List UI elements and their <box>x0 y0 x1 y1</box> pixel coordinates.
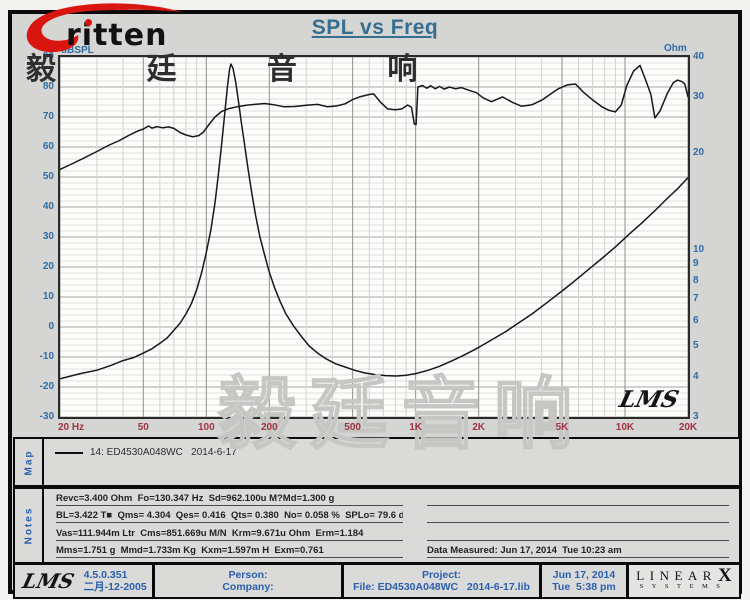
linearx-brand-text: LINEAR <box>636 567 717 583</box>
left-tick-label: -30 <box>39 411 54 422</box>
right-tick-label: 20 <box>693 147 705 159</box>
x-tick-label: 10K <box>615 422 635 433</box>
notes-line-3: Vas=111.944m Ltr Cms=851.669u M/N Krm=9.… <box>56 528 403 541</box>
left-tick-label: 0 <box>48 321 54 332</box>
x-tick-label: 20 Hz <box>58 422 85 433</box>
linearx-x-mark: X <box>717 564 732 586</box>
page-title: SPL vs Freq <box>311 16 439 39</box>
left-tick-label: 40 <box>42 201 54 212</box>
left-tick-label: -20 <box>39 381 54 392</box>
brand-chinese-text: 毅 廷 音 响 <box>26 52 458 87</box>
legend-item: 14: ED4530A048WC 2014-6-17 <box>55 447 237 458</box>
x-tick-label: 50 <box>137 422 149 433</box>
x-tick-label: 2K <box>472 422 486 433</box>
footer-person-cell: Person: Company: <box>155 565 344 597</box>
left-tick-label: 60 <box>42 141 54 152</box>
linearx-logo: LINEAR X SYSTEMS <box>629 565 739 597</box>
footer: LMS 4.5.0.351 二月-12-2005 Person: Company… <box>13 563 741 599</box>
right-tick-label: 40 <box>693 51 705 62</box>
notes-line-4: Mms=1.751 g Mmd=1.733m Kg Kxm=1.597m H E… <box>56 545 403 558</box>
left-axis-unit-label: dBSPL <box>61 45 94 56</box>
eritten-swoosh-icon <box>26 3 183 53</box>
logo-i-dot-icon <box>85 19 92 26</box>
right-axis-unit-label: Ohm <box>664 43 687 54</box>
eritten-logo: ritten <box>14 2 194 60</box>
x-tick-label: 1K <box>409 422 423 433</box>
footer-date: Jun 17, 2014 <box>552 569 616 581</box>
legend-line-sample <box>55 451 83 454</box>
file-label: File: ED4530A048WC 2014-6-17.lib <box>353 581 530 593</box>
notes-content: Revc=3.400 Ohm Fo=130.347 Hz Sd=962.100u… <box>48 491 735 560</box>
lms-footer-logo: LMS <box>20 569 77 593</box>
right-tick-label: 9 <box>693 258 699 270</box>
notes-panel: Notes Revc=3.400 Ohm Fo=130.347 Hz Sd=96… <box>13 487 741 564</box>
notes-rule-1 <box>427 493 729 507</box>
right-tick-label: 8 <box>693 274 699 286</box>
x-tick-label: 5K <box>555 422 569 433</box>
notes-row: BL=3.422 T■ Qms= 4.304 Qes= 0.416 Qts= 0… <box>48 510 735 524</box>
right-tick-label: 3 <box>693 411 699 422</box>
right-tick-label: 10 <box>693 243 705 255</box>
left-tick-label: 30 <box>42 231 54 242</box>
left-tick-label: -10 <box>39 351 54 362</box>
footer-project-cell: Project: File: ED4530A048WC 2014-6-17.li… <box>344 565 542 597</box>
person-label: Person: <box>228 569 268 581</box>
left-tick-label: 90 <box>42 51 54 62</box>
linearx-systems-text: SYSTEMS <box>639 582 729 590</box>
right-tick-label: 30 <box>693 90 705 102</box>
notes-row: Vas=111.944m Ltr Cms=851.669u M/N Krm=9.… <box>48 528 735 541</box>
notes-line-2: BL=3.422 T■ Qms= 4.304 Qes= 0.416 Qts= 0… <box>56 510 403 524</box>
footer-time: Tue 5:38 pm <box>552 581 616 593</box>
left-tick-label: 10 <box>42 291 54 302</box>
right-tick-label: 4 <box>693 371 699 383</box>
x-tick-label: 100 <box>197 422 215 433</box>
notes-rule-3 <box>427 528 729 541</box>
footer-version-cell: LMS 4.5.0.351 二月-12-2005 <box>15 565 155 597</box>
right-tick-label: 6 <box>693 314 699 326</box>
x-tick-label: 200 <box>260 422 278 433</box>
notes-line-1: Revc=3.400 Ohm Fo=130.347 Hz Sd=962.100u… <box>56 493 403 507</box>
left-tick-label: 80 <box>42 81 54 92</box>
lms-signature: LMS <box>616 386 682 413</box>
curve-impedance <box>59 63 689 380</box>
data-measured: Data Measured: Jun 17, 2014 Tue 10:23 am <box>427 545 729 558</box>
notes-row: Mms=1.751 g Mmd=1.733m Kg Kxm=1.597m H E… <box>48 545 735 558</box>
logo-text: ritten <box>66 18 168 53</box>
footer-date-cell: Jun 17, 2014 Tue 5:38 pm <box>542 565 629 597</box>
project-label: Project: <box>421 569 462 581</box>
notes-rule-2 <box>427 510 729 524</box>
app-version: 4.5.0.351 <box>83 569 128 581</box>
map-panel: Map 14: ED4530A048WC 2014-6-17 <box>13 437 741 487</box>
right-tick-label: 5 <box>693 340 699 351</box>
x-tick-label: 20K <box>678 422 698 433</box>
app-version-date: 二月-12-2005 <box>83 581 147 593</box>
x-tick-label: 500 <box>344 422 361 433</box>
notes-panel-label: Notes <box>15 489 44 562</box>
left-tick-label: 20 <box>42 261 54 272</box>
left-tick-label: 50 <box>42 171 54 182</box>
curve-spl <box>59 64 689 171</box>
map-panel-label: Map <box>15 439 44 485</box>
company-label: Company: <box>222 581 274 593</box>
legend-text: 14: ED4530A048WC 2014-6-17 <box>90 447 237 458</box>
plot-svg <box>59 56 689 418</box>
left-tick-label: 70 <box>42 111 54 122</box>
right-tick-label: 7 <box>693 293 699 305</box>
notes-row: Revc=3.400 Ohm Fo=130.347 Hz Sd=962.100u… <box>48 493 735 507</box>
plot-area: LMS <box>58 55 690 419</box>
